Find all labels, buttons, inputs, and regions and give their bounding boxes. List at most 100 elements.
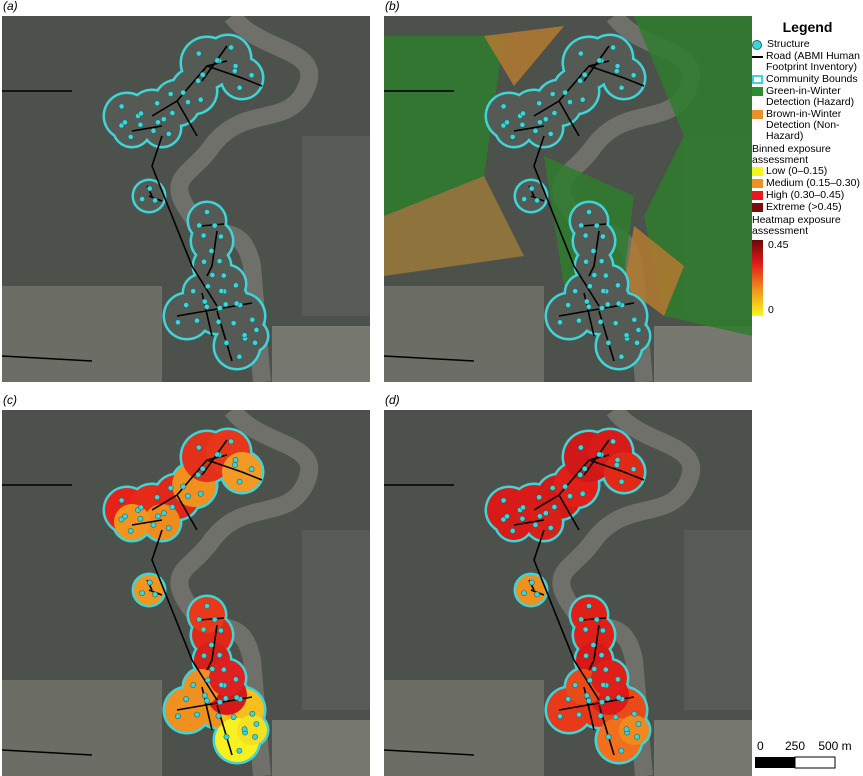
structure xyxy=(154,494,161,501)
structure xyxy=(122,513,128,520)
structure xyxy=(634,733,640,740)
structure xyxy=(509,134,516,140)
legend-swatch xyxy=(752,75,763,84)
detection-patch xyxy=(484,26,564,86)
structure xyxy=(597,318,604,325)
structure xyxy=(201,692,208,699)
structure xyxy=(557,319,563,326)
road xyxy=(131,45,263,137)
legend-entry: Structure xyxy=(752,39,863,50)
structure xyxy=(218,233,224,240)
structure xyxy=(585,697,592,704)
structure xyxy=(542,510,549,517)
structure xyxy=(197,96,204,103)
structure xyxy=(586,209,592,215)
structure xyxy=(500,497,507,504)
community-area xyxy=(237,715,267,745)
structure xyxy=(586,603,592,609)
structure xyxy=(615,300,622,307)
structure xyxy=(241,726,248,733)
structure xyxy=(519,515,526,522)
legend-entry: Medium (0.15–0.30) xyxy=(752,178,863,189)
structure xyxy=(209,272,216,278)
structure xyxy=(618,353,625,360)
legend: Legend Structure Road (ABMI Human Footprin… xyxy=(752,20,863,319)
map-panel xyxy=(384,16,752,382)
structure xyxy=(118,497,125,504)
structure xyxy=(208,642,215,648)
structure xyxy=(521,196,528,202)
panel-label: (c) xyxy=(3,393,17,407)
structure xyxy=(614,457,621,463)
field xyxy=(384,680,544,776)
legend-label: Road (ABMI Human Footprint Inventory) xyxy=(766,50,860,73)
structure xyxy=(167,485,174,491)
structure xyxy=(631,710,638,717)
structure xyxy=(122,119,128,126)
structure xyxy=(590,248,597,254)
scale-bar-label: 0 xyxy=(757,739,764,753)
structure xyxy=(618,84,625,91)
structure xyxy=(165,525,172,531)
community-area xyxy=(619,715,649,745)
road xyxy=(384,484,635,756)
structure xyxy=(139,196,146,202)
structure xyxy=(583,258,589,265)
legend-label: Green-in-Winter Detection (Hazard) xyxy=(766,85,855,108)
structure xyxy=(577,50,584,57)
structure xyxy=(500,103,507,110)
structure xyxy=(598,258,605,265)
structure xyxy=(249,316,256,323)
structure xyxy=(581,465,588,472)
structure xyxy=(600,682,607,688)
community-area xyxy=(496,504,532,540)
structure xyxy=(127,134,134,140)
legend-entry: Green-in-Winter Detection (Hazard) xyxy=(752,86,863,108)
structure xyxy=(600,627,606,634)
heatmap-tick-label: 0.45 xyxy=(768,239,789,251)
structure xyxy=(155,119,161,126)
structure xyxy=(578,222,585,229)
structure xyxy=(228,44,235,51)
structure xyxy=(230,714,237,721)
structure xyxy=(583,298,590,305)
legend-label: Extreme (>0.45) xyxy=(766,201,842,213)
structure xyxy=(593,222,600,229)
structure xyxy=(635,721,642,727)
structure xyxy=(216,652,223,659)
structure xyxy=(220,666,227,673)
community-area xyxy=(189,597,225,633)
community-area xyxy=(114,504,150,540)
structure xyxy=(232,676,239,683)
field xyxy=(654,326,752,382)
structure xyxy=(231,68,238,74)
field xyxy=(272,720,370,776)
structure xyxy=(216,258,223,265)
legend-label: Brown-in-Winter Detection (Non-Hazard) xyxy=(766,108,842,142)
scale-bar-segment xyxy=(794,756,836,769)
structure xyxy=(218,627,224,634)
structure xyxy=(222,695,229,702)
structure xyxy=(232,282,239,289)
structure xyxy=(249,710,256,717)
community-area xyxy=(571,203,607,239)
structure xyxy=(596,57,603,64)
structure xyxy=(578,616,585,623)
structure xyxy=(577,471,584,478)
panel-label: (b) xyxy=(385,0,400,13)
community-area xyxy=(496,110,532,146)
heatmap-legend: 0.45 0 xyxy=(752,240,863,318)
structure xyxy=(214,57,221,64)
detection-patch xyxy=(384,176,524,276)
field xyxy=(302,136,370,316)
panel-label: (d) xyxy=(385,393,400,407)
structure xyxy=(519,121,526,128)
community-area xyxy=(237,321,267,351)
structure xyxy=(201,652,207,659)
structure xyxy=(587,677,593,684)
structure xyxy=(195,444,202,451)
structure xyxy=(215,318,222,325)
map-panel xyxy=(2,410,370,776)
structure xyxy=(201,298,208,305)
